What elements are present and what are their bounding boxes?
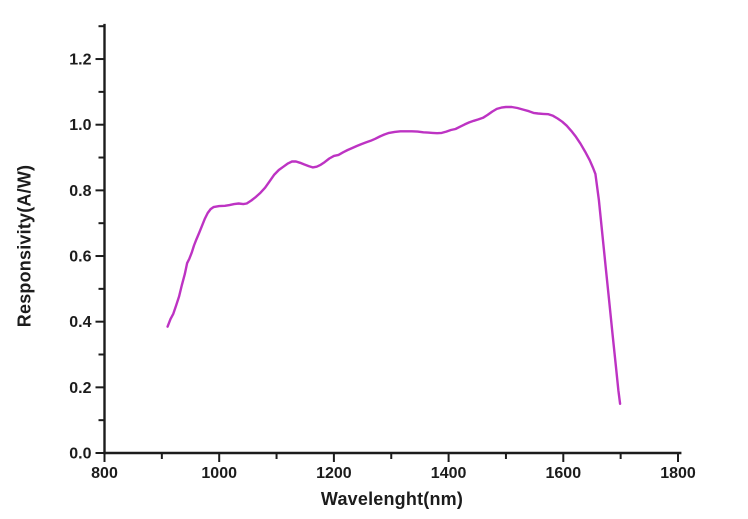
y-tick-label: 1.0: [69, 117, 91, 134]
x-axis-title: Wavelenght(nm): [320, 489, 464, 509]
y-axis-title: Responsivity(A/W): [14, 164, 35, 328]
x-tick-label: 1600: [546, 465, 582, 482]
x-tick-label: 800: [91, 465, 118, 482]
y-tick-label: 0.2: [69, 380, 91, 397]
series-responsivity-curve: [166, 105, 622, 405]
x-tick-label: 1400: [431, 465, 467, 482]
y-tick-label: 0.4: [69, 314, 91, 331]
y-tick-label: 1.2: [69, 52, 91, 69]
y-tick-label: 0.6: [69, 249, 91, 266]
x-tick-label: 1000: [201, 465, 237, 482]
y-tick-label: 0.8: [69, 183, 91, 200]
x-tick-label: 1800: [660, 465, 696, 482]
x-tick-label: 1200: [316, 465, 352, 482]
y-tick-label: 0.0: [69, 446, 91, 463]
